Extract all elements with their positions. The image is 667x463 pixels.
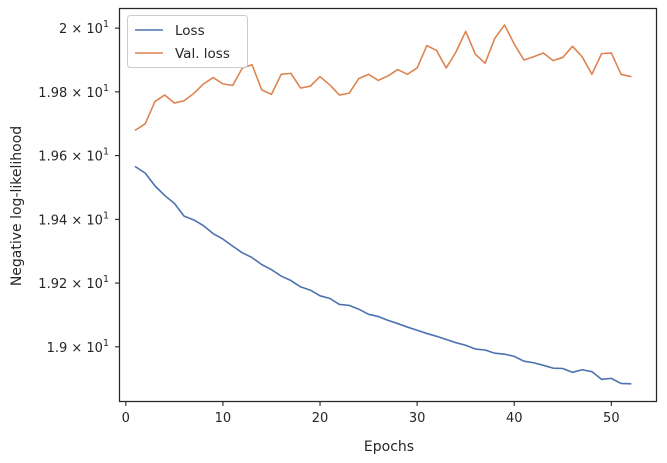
x-tick-label: 10 bbox=[215, 411, 232, 426]
y-tick-label: 2 × 101 bbox=[59, 19, 109, 37]
y-tick-label: 1.92 × 101 bbox=[38, 274, 109, 292]
y-tick-label: 1.94 × 101 bbox=[38, 210, 109, 228]
plot-frame bbox=[118, 7, 658, 403]
x-tick-label: 40 bbox=[506, 411, 523, 426]
legend-label-val-loss: Val. loss bbox=[175, 46, 230, 62]
x-axis-label: Epochs bbox=[364, 439, 414, 455]
y-tick-label: 1.96 × 101 bbox=[38, 147, 109, 165]
y-axis-label: Negative log-likelihood bbox=[9, 126, 25, 286]
x-tick-label: 20 bbox=[312, 411, 329, 426]
legend: Loss Val. loss bbox=[127, 15, 248, 68]
series-line-val-loss bbox=[134, 24, 632, 131]
series-line-loss bbox=[134, 165, 632, 385]
x-tick-label: 30 bbox=[409, 411, 426, 426]
x-tick-label: 0 bbox=[122, 411, 130, 426]
series-group bbox=[134, 24, 632, 385]
legend-frame bbox=[127, 15, 248, 68]
x-tick-label: 50 bbox=[603, 411, 620, 426]
y-tick-label: 1.9 × 101 bbox=[47, 338, 109, 356]
legend-label-loss: Loss bbox=[175, 23, 205, 39]
ticks-group: 0 10 20 30 40 50 1.9 × 101 1.92 × 101 1.94 × 101… bbox=[38, 19, 619, 426]
y-tick-label: 1.98 × 101 bbox=[38, 83, 109, 101]
